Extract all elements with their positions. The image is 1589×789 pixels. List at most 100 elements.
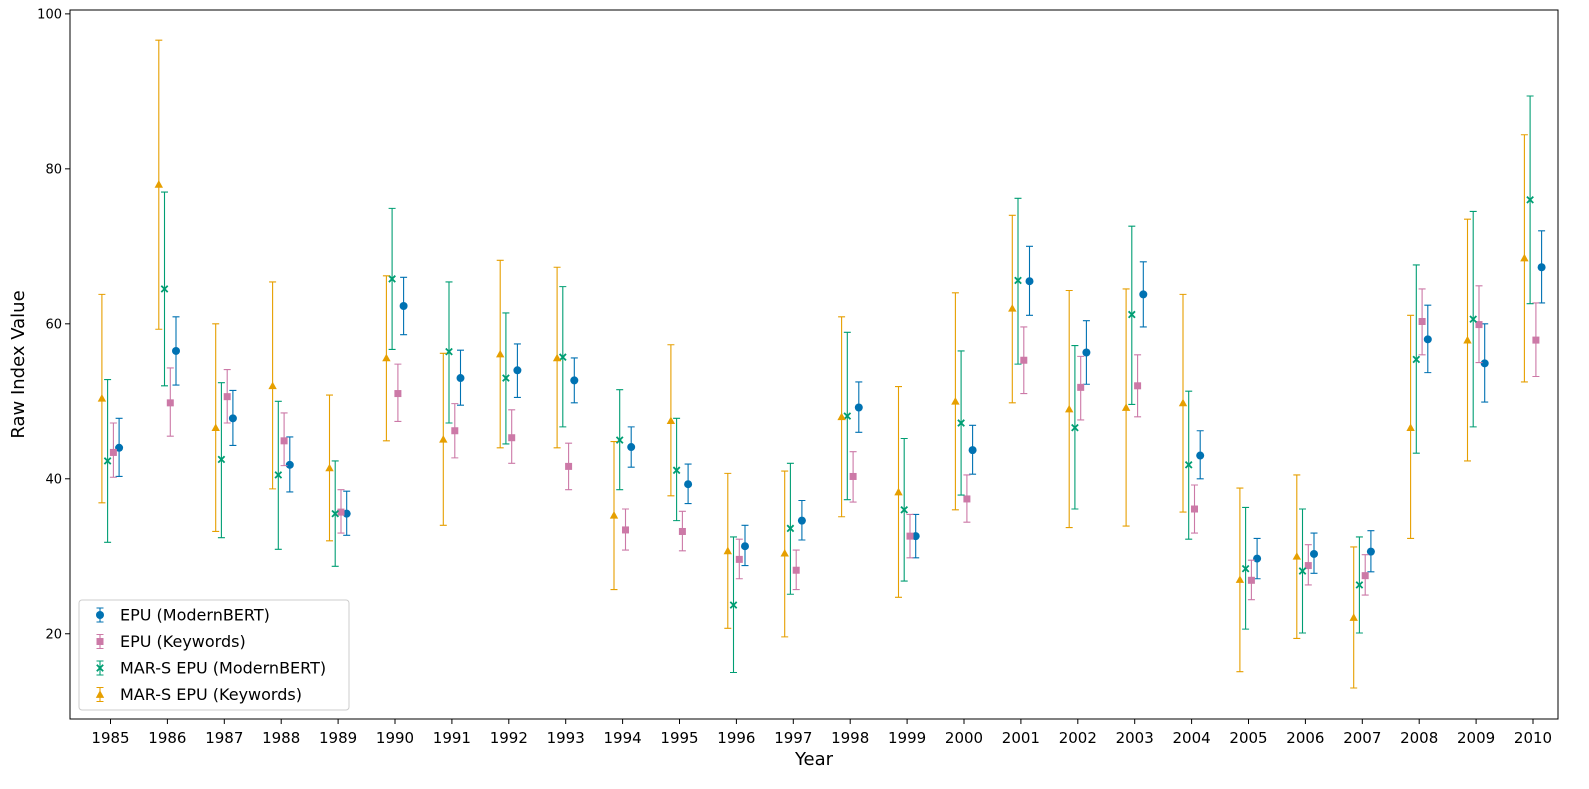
- x-tick-label: 1996: [717, 729, 755, 747]
- data-point: [906, 532, 914, 540]
- x-tick-label: 1997: [774, 729, 812, 747]
- plot-frame: [69, 9, 1559, 720]
- data-point: [1475, 321, 1483, 329]
- data-point: [496, 349, 505, 358]
- data-point: [160, 285, 169, 293]
- legend-label: MAR-S EPU (Keywords): [120, 685, 302, 704]
- data-point: [166, 399, 174, 407]
- data-point: [1537, 263, 1546, 272]
- data-point: [399, 301, 408, 310]
- data-point: [115, 443, 124, 452]
- legend-entry: EPU (ModernBERT): [96, 606, 270, 625]
- data-point: [1008, 304, 1017, 312]
- data-point: [331, 509, 340, 518]
- x-tick-label: 1989: [319, 729, 357, 747]
- data-point: [1082, 348, 1091, 357]
- data-point: [1463, 335, 1472, 344]
- data-point: [1184, 461, 1193, 469]
- data-point: [1014, 276, 1022, 285]
- data-point: [741, 542, 749, 551]
- x-tick-label: 1995: [660, 729, 698, 747]
- data-point: [627, 443, 636, 452]
- data-point: [552, 353, 562, 362]
- data-point: [666, 416, 676, 425]
- y-tick-label: 20: [45, 627, 62, 642]
- data-point: [1423, 335, 1432, 344]
- x-tick-label: 2009: [1457, 729, 1495, 747]
- x-tick-label: 2005: [1229, 729, 1267, 747]
- data-point: [451, 427, 459, 435]
- data-point: [1349, 613, 1358, 621]
- x-tick-label: 2002: [1059, 729, 1097, 747]
- y-axis-title: Raw Index Value: [8, 290, 29, 438]
- x-tick-label: 2010: [1514, 729, 1552, 747]
- data-point: [394, 390, 402, 398]
- data-point: [1139, 290, 1148, 299]
- series-3: [103, 95, 1534, 674]
- data-point: [1304, 562, 1312, 570]
- data-point: [508, 434, 516, 442]
- data-point: [957, 419, 965, 427]
- x-tick-label: 1992: [490, 729, 528, 747]
- data-point: [1532, 336, 1540, 344]
- data-point: [228, 414, 237, 423]
- series-layer: [97, 39, 1546, 689]
- data-point: [963, 495, 971, 503]
- y-axis-ticks: 20 40 60 80 100: [37, 7, 70, 642]
- data-point: [1025, 277, 1034, 286]
- legend-marker: [96, 638, 104, 645]
- legend-label: MAR-S EPU (ModernBERT): [120, 659, 326, 678]
- legend-marker: [96, 611, 104, 619]
- data-point: [439, 435, 448, 443]
- data-point: [211, 423, 220, 432]
- legend-box: [78, 599, 350, 711]
- series-1: [115, 230, 1546, 580]
- x-tick-label: 2008: [1400, 729, 1438, 747]
- data-point: [780, 548, 789, 557]
- x-tick-label: 1986: [148, 729, 186, 747]
- x-axis-ticks: 1985 1986 1987 1988 1989 1990 1991 1992 1993 1994…: [91, 719, 1552, 747]
- data-point: [1077, 383, 1085, 391]
- legend-entry: MAR-S EPU (Keywords): [95, 685, 302, 704]
- x-tick-label: 1988: [262, 729, 300, 747]
- y-tick-label: 40: [45, 472, 62, 487]
- data-point: [849, 472, 857, 480]
- x-tick-label: 1987: [205, 729, 243, 747]
- x-tick-label: 2001: [1002, 729, 1040, 747]
- legend-entry: MAR-S EPU (ModernBERT): [96, 659, 326, 678]
- data-point: [723, 546, 732, 555]
- data-point: [103, 457, 112, 465]
- data-point: [786, 524, 795, 533]
- data-point: [1406, 423, 1415, 432]
- legend: EPU (ModernBERT) EPU (Keywords) MAR-S EPU …: [78, 599, 350, 711]
- data-point: [837, 412, 846, 421]
- legend-marker: [95, 690, 105, 698]
- x-tick-label: 1990: [376, 729, 414, 747]
- data-point: [1241, 564, 1250, 573]
- data-point: [570, 376, 579, 385]
- data-point: [1366, 547, 1375, 556]
- legend-marker: [96, 664, 104, 672]
- x-axis-title: Year: [794, 749, 834, 770]
- data-point: [456, 374, 465, 383]
- data-point: [337, 508, 345, 516]
- data-point: [1065, 404, 1074, 413]
- x-tick-label: 1985: [91, 729, 129, 747]
- data-point: [558, 353, 567, 361]
- y-tick-label: 80: [45, 162, 62, 177]
- legend-entry: EPU (Keywords): [96, 632, 246, 651]
- data-point: [388, 275, 396, 283]
- data-point: [1127, 310, 1136, 319]
- data-point: [565, 462, 573, 470]
- data-point: [1469, 315, 1478, 324]
- data-point: [684, 480, 693, 489]
- data-point: [1418, 317, 1426, 325]
- data-point: [735, 555, 743, 563]
- legend-label: EPU (ModernBERT): [120, 606, 270, 625]
- data-point: [1253, 554, 1262, 563]
- data-point: [382, 353, 391, 362]
- data-point: [911, 532, 920, 541]
- data-point: [1191, 505, 1198, 513]
- data-point: [894, 487, 903, 496]
- data-point: [274, 471, 283, 479]
